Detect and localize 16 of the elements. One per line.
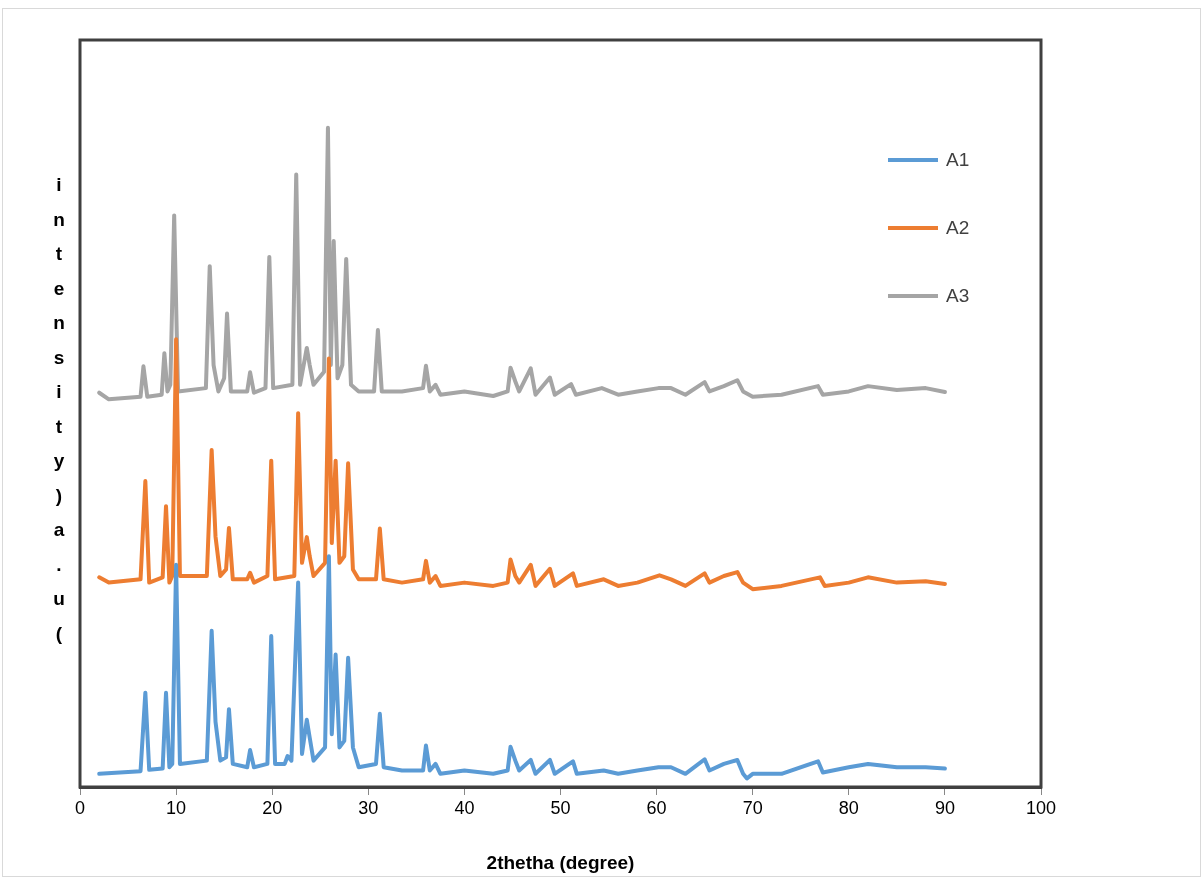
x-tick-label: 60 — [646, 797, 667, 818]
x-axis-title: 2thetha (degree) — [486, 851, 635, 873]
x-tick-label: 90 — [934, 797, 955, 818]
x-tick-label: 0 — [74, 797, 86, 818]
x-tick-label: 70 — [742, 797, 763, 818]
x-tick-label: 10 — [166, 797, 187, 818]
legend-label: A1 — [946, 149, 970, 171]
x-tick-label: 80 — [838, 797, 859, 818]
x-tick-label: 40 — [454, 797, 475, 818]
text: intensity)a.u( — [53, 174, 65, 644]
legend-label: A3 — [946, 285, 970, 307]
x-tick-label: 100 — [1025, 797, 1057, 818]
x-tick-label: 20 — [262, 797, 283, 818]
x-tick-label: 30 — [358, 797, 379, 818]
x-tick-label: 50 — [550, 797, 571, 818]
legend-label: A2 — [946, 217, 970, 239]
